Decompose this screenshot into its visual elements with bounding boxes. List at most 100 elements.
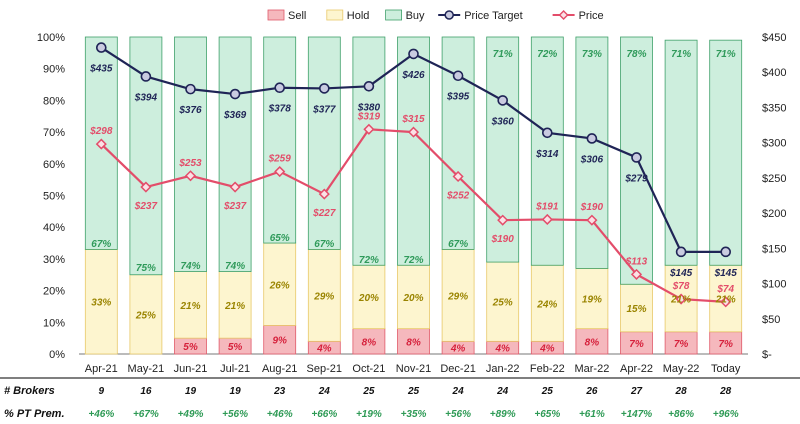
data-labels: 33% 25% 5% 21% 5% 21% 9% 26% 4% 29% 8% 20% 8% 20% 4% 29…	[89, 49, 737, 355]
bar-hold	[352, 264, 386, 330]
table-cell: +67%	[133, 409, 159, 420]
point-price	[363, 123, 375, 135]
table-cell: 23	[273, 386, 286, 397]
table-cell: 24	[452, 386, 465, 397]
data-label-price: $191	[535, 201, 559, 212]
data-label-hold: 21%	[715, 295, 736, 306]
bar-buy	[664, 39, 698, 266]
point-price	[452, 170, 464, 183]
point-price-target	[185, 83, 196, 95]
point-price-target	[140, 71, 152, 82]
data-label-price-target: $376	[178, 105, 202, 116]
y-right-tick-label: $450	[762, 32, 786, 44]
point-price-target	[96, 42, 107, 53]
table-cell: 19	[230, 386, 242, 397]
data-label-price-target: $380	[357, 102, 381, 113]
table-cell: 28	[719, 386, 732, 397]
bar-buy	[397, 36, 430, 266]
y-right-tick-label: $50	[762, 314, 780, 326]
point-price-target	[586, 133, 598, 144]
data-label-hold: 29%	[447, 291, 468, 302]
point-price-target	[274, 82, 286, 94]
data-label-price: $237	[134, 201, 158, 212]
bar-hold	[620, 283, 653, 333]
data-label-buy: 67%	[448, 239, 468, 250]
legend-label: Price Target	[464, 10, 523, 22]
bar-buy	[174, 36, 207, 272]
legend-marker	[444, 10, 454, 20]
point-price-target	[720, 246, 732, 258]
table-cell: +61%	[579, 409, 605, 420]
y-left-tick-label: 90%	[43, 64, 65, 76]
point-price-target	[408, 48, 419, 60]
table-cell: +46%	[88, 409, 114, 420]
data-label-price: $190	[580, 202, 604, 213]
data-label-buy: 72%	[537, 49, 557, 60]
legend-label: Sell	[288, 10, 306, 22]
table-cell: 19	[185, 386, 197, 397]
bar-hold	[307, 248, 341, 342]
y-left-tick-label: 50%	[43, 191, 65, 203]
bar-hold	[486, 261, 520, 342]
data-label-price-target: $377	[312, 104, 336, 115]
point-price-target	[318, 83, 330, 94]
bar-hold	[575, 268, 609, 330]
legend-label: Buy	[406, 10, 425, 22]
bar-buy	[486, 36, 520, 263]
bar-buy	[307, 36, 341, 250]
point-price	[630, 268, 643, 280]
y-left-tick-label: 60%	[43, 159, 65, 171]
data-label-price-target: $426	[401, 70, 425, 81]
point-price-target	[631, 152, 642, 163]
data-label-price: $74	[716, 284, 734, 295]
data-label-price-target: $369	[223, 110, 247, 121]
table-cell: +66%	[311, 409, 337, 420]
bar-sell	[263, 325, 297, 355]
legend-swatch	[267, 9, 285, 21]
point-price	[95, 138, 107, 150]
point-price	[541, 213, 553, 226]
table-cell: +89%	[490, 409, 516, 420]
data-label-hold: 21%	[224, 301, 245, 312]
data-label-hold: 19%	[582, 295, 602, 306]
data-label-sell: 8%	[585, 337, 600, 348]
table-cell: 24	[318, 386, 331, 397]
x-tick-label: Sep-21	[307, 363, 342, 375]
data-label-price-target: $395	[446, 92, 470, 103]
table-cell: 24	[496, 386, 509, 397]
bar-hold	[441, 248, 475, 342]
data-label-sell: 4%	[539, 344, 555, 355]
data-label-sell: 4%	[450, 344, 466, 355]
data-label-sell: 7%	[674, 339, 689, 350]
table-cell: 26	[585, 386, 598, 397]
data-label-hold: 15%	[626, 304, 646, 315]
data-label-sell: 5%	[228, 342, 243, 353]
price-lines	[95, 42, 732, 308]
data-label-price: $237	[223, 201, 247, 212]
x-tick-label: Aug-21	[262, 363, 297, 375]
legend-swatch	[385, 9, 403, 21]
bar-buy	[441, 36, 475, 250]
data-label-buy: 67%	[91, 239, 111, 250]
y-left-tick-label: 10%	[43, 317, 65, 329]
x-tick-label: Apr-22	[620, 363, 653, 375]
bar-hold	[218, 271, 252, 339]
data-label-sell: 8%	[362, 337, 377, 348]
bar-hold	[530, 264, 564, 342]
data-label-price-target: $435	[89, 64, 113, 75]
data-label-buy: 72%	[359, 255, 379, 266]
data-label-price: $298	[89, 126, 113, 137]
data-label-buy: 71%	[716, 49, 736, 60]
bar-buy	[352, 36, 386, 266]
point-price-target	[497, 95, 509, 106]
stacked-bars	[84, 36, 743, 355]
table-cell: 25	[541, 386, 554, 397]
bar-hold	[263, 242, 297, 326]
data-label-sell: 8%	[406, 337, 421, 348]
table-row-label: # Brokers	[4, 385, 55, 397]
data-label-price: $252	[446, 190, 470, 201]
y-left-tick-label: 0%	[49, 349, 65, 361]
point-price	[274, 165, 286, 178]
data-label-buy: 71%	[493, 49, 513, 60]
table-cell: +46%	[267, 409, 293, 420]
